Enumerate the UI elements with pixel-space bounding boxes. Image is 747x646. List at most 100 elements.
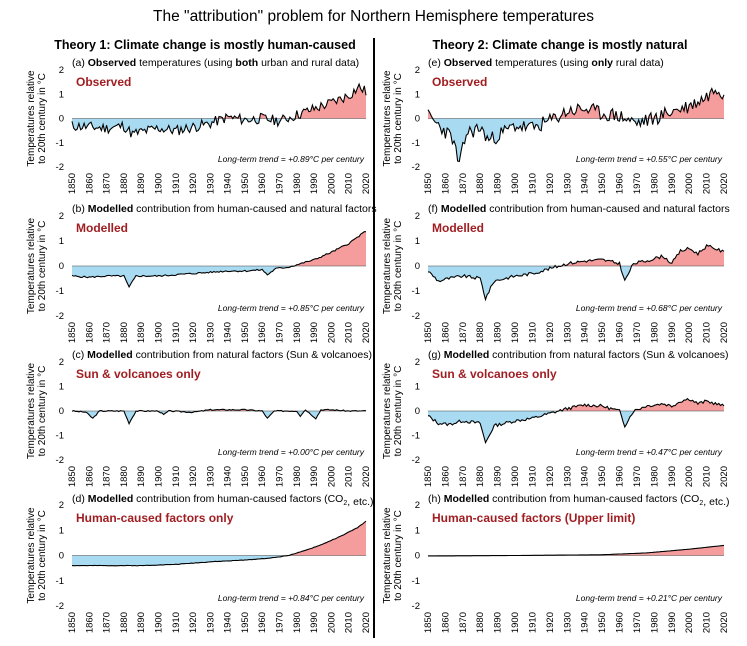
positive-area <box>72 521 366 556</box>
series-line <box>71 408 367 426</box>
x-tick-label: 2020 <box>361 612 372 633</box>
panel-a: (a) Observed temperatures (using both ur… <box>26 57 372 194</box>
y-tick-label: 0 <box>415 261 420 272</box>
x-tick-label: 1880 <box>475 322 486 343</box>
y-tick-label: -1 <box>412 576 420 587</box>
x-tick-label: 2000 <box>326 322 337 343</box>
x-tick-label: 1860 <box>84 466 95 487</box>
y-tick-label: -2 <box>56 455 64 466</box>
x-tick-label: 1940 <box>223 322 234 343</box>
panel-label: Human-caused factors only <box>76 511 234 525</box>
x-tick-label: 1890 <box>136 322 147 343</box>
x-tick-label: 1890 <box>493 466 504 487</box>
y-tick-label: -1 <box>56 286 64 297</box>
x-tick-label: 2020 <box>361 466 372 487</box>
x-tick-label: 1970 <box>632 466 643 487</box>
x-tick-label: 1960 <box>615 612 626 633</box>
y-tick-label: 1 <box>59 525 64 536</box>
x-tick-label: 2020 <box>719 322 730 343</box>
panel-h: (h) Modelled contribution from human-cau… <box>382 493 730 633</box>
x-tick-label: 1980 <box>292 322 303 343</box>
x-tick-label: 1960 <box>257 173 268 194</box>
x-tick-label: 2000 <box>326 173 337 194</box>
trend-annotation: Long-term trend = +0.47°C per century <box>576 447 723 457</box>
x-tick-label: 1860 <box>440 322 451 343</box>
panel-g: (g) Modelled contribution from natural f… <box>382 349 730 487</box>
x-tick-label: 2010 <box>344 612 355 633</box>
y-tick-label: -2 <box>412 311 420 322</box>
x-tick-label: 1920 <box>545 173 556 194</box>
trend-annotation: Long-term trend = +0.84°C per century <box>218 593 365 603</box>
y-axis-label: Temperatures relativeto 20th century in … <box>382 217 404 314</box>
positive-area <box>428 88 724 119</box>
x-tick-label: 1940 <box>223 466 234 487</box>
x-tick-label: 2020 <box>719 466 730 487</box>
y-tick-label: 0 <box>59 114 64 125</box>
y-tick-label: 0 <box>415 551 420 562</box>
y-tick-label: 0 <box>59 261 64 272</box>
x-tick-label: 1920 <box>188 322 199 343</box>
x-tick-label: 1870 <box>102 466 113 487</box>
y-tick-label: -1 <box>56 576 64 587</box>
x-tick-label: 1940 <box>223 612 234 633</box>
x-tick-label: 1980 <box>649 466 660 487</box>
x-tick-label: 1880 <box>119 466 130 487</box>
y-tick-label: 0 <box>415 114 420 125</box>
panel-label: Modelled <box>432 221 484 235</box>
x-tick-label: 1860 <box>440 466 451 487</box>
x-tick-label: 1930 <box>205 612 216 633</box>
panel-caption: (c) Modelled contribution from natural f… <box>72 349 372 361</box>
x-tick-label: 1890 <box>493 322 504 343</box>
panel-e: (e) Observed temperatures (using only ru… <box>382 57 730 194</box>
x-tick-label: 1950 <box>597 173 608 194</box>
x-tick-label: 1880 <box>475 466 486 487</box>
x-tick-label: 1950 <box>240 322 251 343</box>
x-tick-label: 1990 <box>667 466 678 487</box>
x-tick-label: 2000 <box>684 322 695 343</box>
series-line <box>427 397 725 445</box>
x-tick-label: 1880 <box>119 173 130 194</box>
series-line <box>427 244 725 302</box>
x-tick-label: 1850 <box>67 612 78 633</box>
x-tick-label: 1960 <box>257 322 268 343</box>
x-tick-label: 1960 <box>615 466 626 487</box>
x-tick-label: 1930 <box>562 612 573 633</box>
x-tick-label: 1860 <box>84 612 95 633</box>
x-tick-label: 1850 <box>423 322 434 343</box>
panel-caption: (h) Modelled contribution from human-cau… <box>428 493 730 508</box>
trend-annotation: Long-term trend = +0.68°C per century <box>576 303 723 313</box>
column-divider <box>373 38 375 638</box>
y-axis-label: Temperatures relativeto 20th century in … <box>26 217 48 314</box>
x-tick-label: 1980 <box>649 322 660 343</box>
x-tick-label: 1920 <box>188 612 199 633</box>
negative-area <box>428 411 724 443</box>
x-tick-label: 2010 <box>702 466 713 487</box>
x-tick-label: 2000 <box>326 612 337 633</box>
x-tick-label: 1990 <box>309 173 320 194</box>
x-tick-label: 1930 <box>205 173 216 194</box>
x-tick-label: 1940 <box>580 173 591 194</box>
x-tick-label: 2000 <box>684 173 695 194</box>
x-tick-label: 1930 <box>562 322 573 343</box>
x-tick-label: 1890 <box>493 173 504 194</box>
panel-c: (c) Modelled contribution from natural f… <box>26 349 372 487</box>
x-tick-label: 1850 <box>423 173 434 194</box>
x-tick-label: 1850 <box>67 466 78 487</box>
series-line <box>428 544 725 557</box>
x-tick-label: 1870 <box>458 612 469 633</box>
x-tick-label: 1980 <box>649 173 660 194</box>
x-tick-label: 1850 <box>67 173 78 194</box>
x-tick-label: 1870 <box>458 322 469 343</box>
x-tick-label: 1950 <box>597 612 608 633</box>
panel-label: Observed <box>432 75 487 89</box>
y-tick-label: 1 <box>415 89 420 100</box>
x-tick-label: 1850 <box>67 322 78 343</box>
x-tick-label: 1910 <box>171 322 182 343</box>
x-tick-label: 1900 <box>510 322 521 343</box>
x-tick-label: 1970 <box>275 322 286 343</box>
y-axis-label: Temperatures relativeto 20th century in … <box>382 362 404 459</box>
x-tick-label: 1910 <box>171 173 182 194</box>
x-tick-label: 1960 <box>257 466 268 487</box>
x-tick-label: 2010 <box>344 173 355 194</box>
y-tick-label: -1 <box>56 138 64 149</box>
